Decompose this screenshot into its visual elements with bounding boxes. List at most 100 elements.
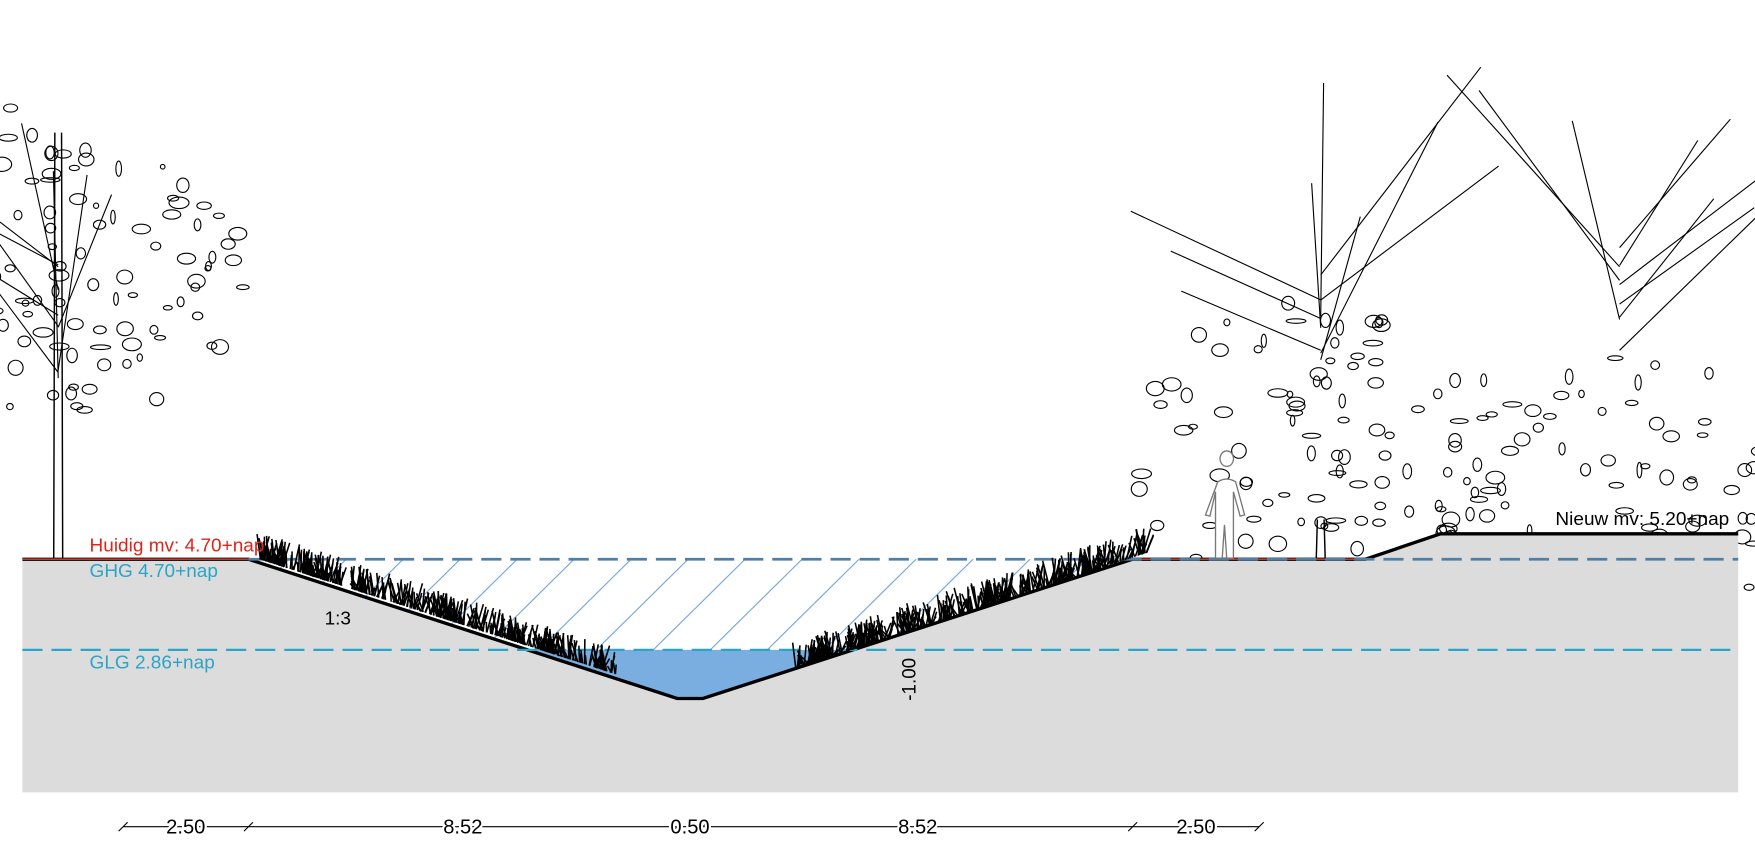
grass — [463, 601, 466, 626]
tree-leaf — [46, 389, 60, 401]
tree-leaf — [110, 209, 116, 225]
tree-leaf — [22, 310, 34, 318]
grass — [314, 554, 322, 580]
tree-leaf — [204, 265, 212, 272]
tree-leaf — [1662, 430, 1681, 443]
grass — [1066, 568, 1071, 579]
grass — [452, 598, 458, 623]
grass — [834, 639, 840, 656]
grass — [509, 615, 516, 642]
tree-leaf — [1268, 535, 1288, 553]
grass — [1124, 548, 1132, 561]
tree-leaf — [1442, 467, 1453, 478]
tree-leaf — [1288, 400, 1306, 412]
grass — [808, 644, 813, 664]
depth-label: -1.00 — [899, 658, 920, 701]
tree-leaf — [187, 273, 206, 289]
grass — [280, 545, 285, 567]
grass — [993, 582, 1000, 604]
grass — [862, 619, 868, 647]
tree-leaf — [14, 297, 35, 305]
tree-leaf — [149, 324, 159, 335]
tree-leaf — [1335, 464, 1344, 479]
dimension-tick — [1127, 821, 1138, 832]
tree-leaf — [0, 133, 18, 142]
grass — [1060, 560, 1063, 581]
tree-leaf — [6, 402, 14, 411]
tree-leaf — [1640, 463, 1651, 470]
tree-leaf — [1634, 374, 1642, 391]
tree-leaf — [196, 201, 212, 210]
grass — [273, 554, 278, 565]
tree-leaf — [17, 335, 32, 348]
grass — [860, 621, 864, 647]
grass — [410, 587, 414, 609]
tree-leaf — [136, 353, 143, 362]
tree-leaf — [97, 358, 112, 372]
grass — [1145, 538, 1153, 554]
tree-leaf — [168, 196, 190, 210]
tree-leaf — [1465, 506, 1475, 522]
tree-branch — [0, 233, 59, 266]
grass — [1076, 554, 1083, 576]
tree-leaf — [1285, 318, 1307, 324]
tree-leaf — [1449, 418, 1469, 425]
tree-leaf — [68, 164, 80, 172]
grass — [942, 603, 950, 619]
tree-leaf — [236, 284, 250, 291]
tree-leaf — [193, 218, 202, 232]
tree-leaf — [1513, 432, 1531, 447]
grass — [1062, 572, 1066, 581]
dimension-tick — [1254, 821, 1265, 832]
grass — [469, 604, 476, 629]
tree-leaf — [92, 219, 107, 230]
tree-leaf — [1354, 515, 1369, 526]
tree-leaf — [1704, 366, 1714, 380]
grass — [810, 651, 816, 664]
grass — [447, 611, 453, 621]
grass — [584, 655, 588, 665]
tree-leaf — [3, 103, 19, 113]
grass — [264, 546, 270, 563]
tree-leaf — [0, 307, 4, 315]
ghg-label: GHG 4.70+nap — [90, 561, 218, 582]
glg-label: GLG 2.86+nap — [90, 653, 215, 674]
grass — [281, 542, 291, 567]
grass — [532, 637, 537, 649]
tree-leaf — [1524, 404, 1542, 418]
dimension-tick — [698, 821, 708, 832]
grass — [369, 576, 374, 596]
grass — [580, 649, 584, 664]
tree-leaf — [1231, 442, 1247, 459]
grass — [573, 640, 577, 662]
grass — [571, 642, 579, 663]
grass — [1131, 534, 1138, 558]
tree-leaf — [75, 247, 87, 260]
tree-leaf — [1368, 423, 1386, 437]
tree-leaf — [1289, 414, 1296, 427]
tree-leaf — [1307, 494, 1326, 503]
tree-leaf — [92, 202, 100, 209]
tree-branch — [1571, 120, 1621, 320]
tree-leaf — [1737, 511, 1748, 525]
tree-leaf — [1641, 523, 1659, 532]
tree-leaf — [116, 269, 134, 285]
tree-leaf — [1411, 405, 1425, 414]
grass — [1022, 574, 1028, 593]
tree-leaf — [1325, 357, 1336, 365]
tree-leaf — [1441, 511, 1461, 528]
tree-leaf — [220, 238, 236, 250]
grass — [1110, 549, 1113, 565]
tree-leaf — [66, 347, 78, 364]
grass — [906, 606, 911, 631]
grass — [360, 582, 365, 593]
tree-leaf — [1476, 415, 1489, 421]
grass — [338, 563, 342, 586]
grass — [406, 581, 412, 608]
grass — [815, 635, 824, 660]
tree-leaf — [113, 292, 119, 306]
tree-branch — [57, 174, 88, 371]
grass — [614, 664, 617, 675]
tree-branch — [57, 194, 113, 328]
